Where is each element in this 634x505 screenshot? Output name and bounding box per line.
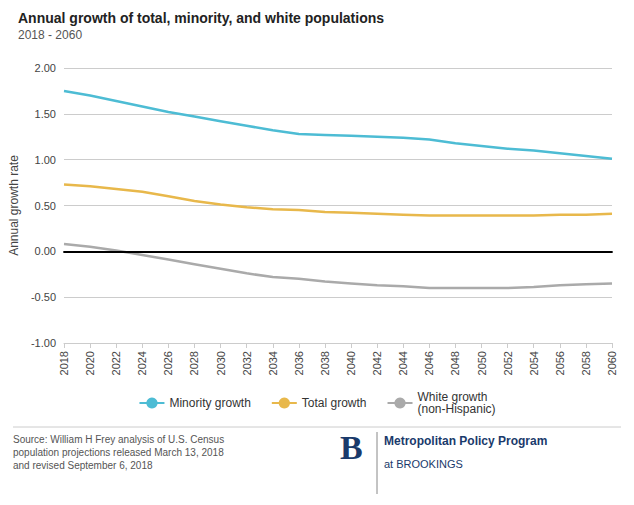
svg-text:2044: 2044 <box>397 351 409 375</box>
svg-text:1.50: 1.50 <box>35 108 56 120</box>
svg-text:2042: 2042 <box>371 351 383 375</box>
svg-text:at BROOKINGS: at BROOKINGS <box>384 458 463 470</box>
svg-text:population projections release: population projections released March 13… <box>13 447 224 458</box>
svg-text:2048: 2048 <box>449 351 461 375</box>
svg-text:0.50: 0.50 <box>35 200 56 212</box>
svg-text:Annual growth of total, minori: Annual growth of total, minority, and wh… <box>18 10 384 26</box>
svg-text:2058: 2058 <box>580 351 592 375</box>
svg-text:and revised September 6, 2018: and revised September 6, 2018 <box>13 460 153 471</box>
svg-text:White growth: White growth <box>417 390 488 404</box>
svg-text:1.00: 1.00 <box>35 154 56 166</box>
svg-text:2036: 2036 <box>293 351 305 375</box>
svg-text:-0.50: -0.50 <box>31 291 56 303</box>
svg-text:2054: 2054 <box>528 351 540 375</box>
svg-text:B: B <box>340 429 363 466</box>
svg-text:-1.00: -1.00 <box>31 337 56 349</box>
svg-text:Minority growth: Minority growth <box>169 396 250 410</box>
svg-text:2034: 2034 <box>267 351 279 375</box>
svg-text:2030: 2030 <box>215 351 227 375</box>
svg-text:(non-Hispanic): (non-Hispanic) <box>418 402 496 416</box>
svg-text:2032: 2032 <box>241 351 253 375</box>
svg-text:Annual growth rate: Annual growth rate <box>7 155 21 256</box>
svg-text:Metropolitan Policy Program: Metropolitan Policy Program <box>384 434 547 448</box>
svg-text:2056: 2056 <box>554 351 566 375</box>
svg-text:2018: 2018 <box>58 351 70 375</box>
svg-text:2022: 2022 <box>110 351 122 375</box>
svg-text:2046: 2046 <box>423 351 435 375</box>
svg-text:2028: 2028 <box>188 351 200 375</box>
svg-text:2050: 2050 <box>476 351 488 375</box>
svg-text:2060: 2060 <box>606 351 618 375</box>
svg-text:2020: 2020 <box>84 351 96 375</box>
svg-text:2018 - 2060: 2018 - 2060 <box>18 28 82 42</box>
svg-text:Source: William H Frey analysi: Source: William H Frey analysis of U.S. … <box>13 434 224 445</box>
svg-text:Total growth: Total growth <box>302 396 367 410</box>
svg-text:0.00: 0.00 <box>35 245 56 257</box>
svg-text:2052: 2052 <box>502 351 514 375</box>
svg-text:2040: 2040 <box>345 351 357 375</box>
svg-text:2026: 2026 <box>162 351 174 375</box>
svg-text:2.00: 2.00 <box>35 62 56 74</box>
svg-text:2038: 2038 <box>319 351 331 375</box>
svg-text:2024: 2024 <box>136 351 148 375</box>
